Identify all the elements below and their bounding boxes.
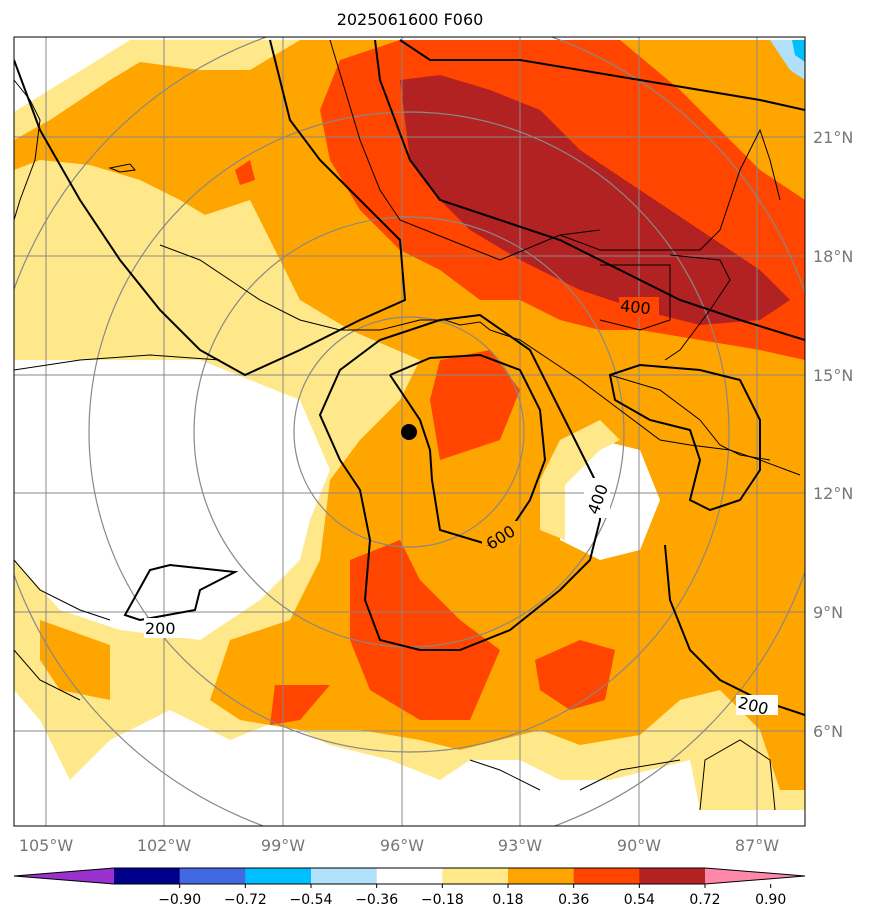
colorbar-extend-low <box>14 868 114 884</box>
colorbar-box <box>573 868 640 884</box>
colorbar-tick-label: 0.36 <box>558 892 589 908</box>
lon-label: 96°W <box>380 836 424 855</box>
center-dot-icon <box>401 424 417 440</box>
lon-label: 87°W <box>735 836 779 855</box>
fill-band-neg-blue <box>792 40 805 62</box>
fill-band-0.54-center <box>430 350 520 460</box>
contour-200-east <box>608 363 761 512</box>
contour-400-main <box>318 313 601 651</box>
colorbar-tick-label: −0.90 <box>158 892 201 908</box>
lat-label: 15°N <box>813 366 853 385</box>
fill-band-0.36-sw <box>40 620 110 700</box>
colorbar-box <box>639 868 706 884</box>
colorbar-tick-label: 0.90 <box>755 892 786 908</box>
contour-400-north-b <box>399 39 805 111</box>
colorbar-outline <box>13 867 806 885</box>
colorbar-box <box>442 868 509 884</box>
colorbar-tick-label: −0.54 <box>290 892 333 908</box>
colorbar-box <box>508 868 575 884</box>
lon-axis-labels: 105°W 102°W 99°W 96°W 93°W 90°W 87°W <box>19 836 779 855</box>
contour-labels: 400 400 600 200 200 <box>144 296 778 719</box>
lat-label: 12°N <box>813 484 853 503</box>
colorbar-extend-high <box>705 868 805 884</box>
lat-label: 21°N <box>813 128 853 147</box>
lat-axis-labels: 21°N 18°N 15°N 12°N 9°N 6°N <box>813 128 853 741</box>
contour-600 <box>389 353 547 547</box>
lat-label: 9°N <box>813 603 843 622</box>
fill-band-0.54-sw <box>270 685 330 725</box>
map-plot-area: 400 400 600 200 200 <box>14 37 805 826</box>
lon-label: 105°W <box>19 836 74 855</box>
colorbar-tick-label: −0.36 <box>355 892 398 908</box>
colorbar-tick-label: −0.72 <box>224 892 267 908</box>
lon-label: 93°W <box>498 836 542 855</box>
map-frame <box>13 36 806 827</box>
lat-label: 18°N <box>813 247 853 266</box>
colorbar-box <box>114 868 181 884</box>
colorbar-box <box>245 868 312 884</box>
fill-band-0.54-nw <box>235 160 255 185</box>
lon-label: 102°W <box>137 836 192 855</box>
contour-400-north <box>374 39 805 341</box>
lon-label: 99°W <box>261 836 305 855</box>
fill-band-0.54-south <box>350 540 500 720</box>
colorbar-box <box>311 868 378 884</box>
colorbar-tick-label: −0.18 <box>421 892 464 908</box>
graticule <box>14 37 805 826</box>
contour-200-west <box>14 39 407 377</box>
colorbar-box <box>179 868 246 884</box>
colorbar-tick-label: 0.18 <box>492 892 523 908</box>
colorbar-tick-label: 0.72 <box>689 892 720 908</box>
colorbar-tick-label: 0.54 <box>624 892 655 908</box>
contour-label: 400 <box>619 296 651 318</box>
colorbar: −0.90 −0.72 −0.54 −0.36 −0.18 0.18 0.36 0.54 0.7… <box>13 867 806 908</box>
contour-label: 200 <box>145 619 176 638</box>
fill-gap-east-ring <box>540 420 620 540</box>
height-contours <box>14 39 805 716</box>
lon-label: 90°W <box>617 836 661 855</box>
colorbar-box <box>376 868 443 884</box>
lat-label: 6°N <box>813 722 843 741</box>
map-title: 2025061600 F060 <box>336 10 484 29</box>
